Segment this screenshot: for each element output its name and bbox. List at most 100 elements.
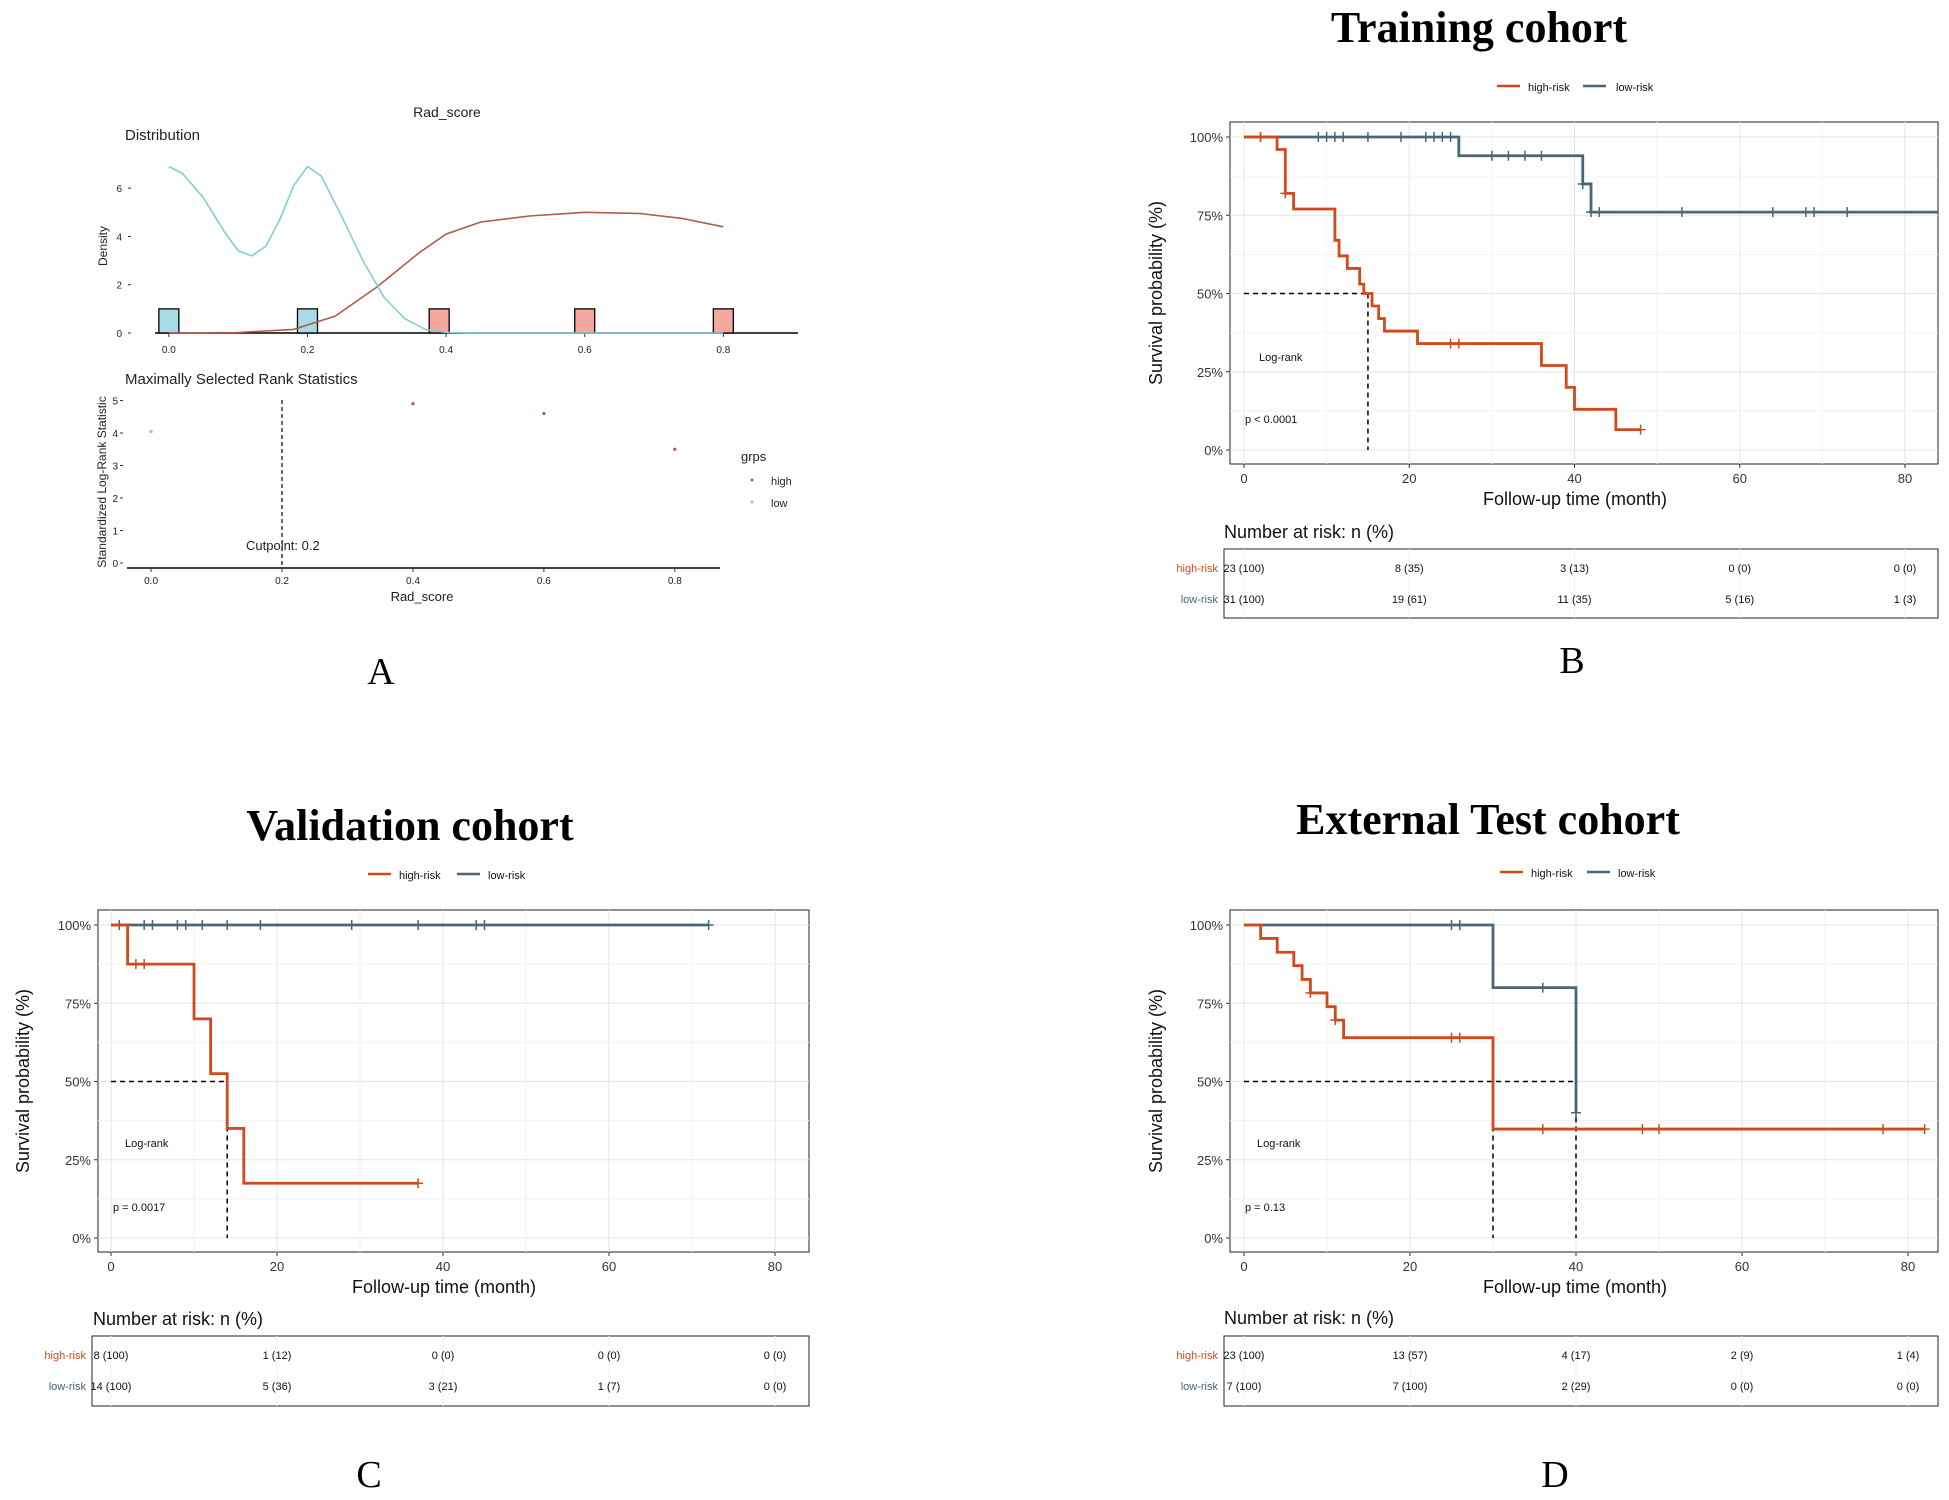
km-x-tick-label: 60 — [602, 1259, 616, 1274]
risk-row-label-low-risk: low-risk — [1181, 594, 1219, 606]
km-censor-mark-high-risk — [1637, 1124, 1648, 1135]
log-rank-statistic-axis-label: Standardized Log-Rank Statistic — [95, 396, 109, 567]
km-censor-mark-low-risk — [1842, 207, 1853, 218]
km-censor-mark-low-risk — [479, 920, 490, 930]
risk-table-cell: 7 (100) — [1393, 1381, 1428, 1393]
distribution-y-tick-label: 4 — [116, 232, 122, 243]
risk-table-cell: 31 (100) — [1224, 594, 1265, 606]
panel-c-p-value: p = 0.0017 — [113, 1202, 165, 1214]
risk-table-cell: 0 (0) — [1894, 563, 1917, 575]
km-censor-mark-low-risk — [1519, 150, 1530, 161]
panel-d-logrank-label: Log-rank — [1257, 1138, 1301, 1150]
km-censor-mark-low-risk — [1809, 207, 1820, 218]
risk-table-cell: 5 (16) — [1725, 594, 1754, 606]
panel-b-x-axis-label: Follow-up time (month) — [1483, 489, 1667, 509]
km-censor-mark-low-risk — [1362, 132, 1373, 142]
km-y-tick-label: 50% — [1197, 1075, 1223, 1090]
risk-table-cell: 11 (35) — [1557, 594, 1591, 606]
km-curve-high-risk — [111, 923, 419, 1185]
risk-table-cell: 0 (0) — [1897, 1381, 1920, 1393]
distribution-bar-high — [574, 308, 596, 334]
km-y-tick-label: 0% — [1204, 1231, 1223, 1246]
km-censor-mark-high-risk — [1305, 987, 1316, 998]
km-curve-high-risk — [1244, 135, 1641, 432]
risk-table-cell: 0 (0) — [432, 1350, 455, 1362]
km-censor-mark-high-risk — [1537, 1124, 1548, 1135]
panel-d-external-test: External Test cohort high-risk low-risk … — [1146, 795, 1939, 1496]
risk-table-cell: 7 (100) — [1227, 1381, 1262, 1393]
km-x-tick-label: 0 — [1240, 1259, 1247, 1274]
risk-table-cell: 5 (36) — [263, 1381, 292, 1393]
distribution-x-tick-label: 0.2 — [301, 345, 315, 356]
distribution-x-tick-label: 0.0 — [162, 345, 176, 356]
distribution-x-tick-label: 0.6 — [578, 345, 592, 356]
panel-d-y-axis-label: Survival probability (%) — [1146, 989, 1166, 1173]
risk-table-cell: 14 (100) — [91, 1381, 132, 1393]
legend-dot-high — [750, 478, 754, 482]
km-censor-mark-high-risk — [1255, 132, 1266, 142]
panel-c-risk-title: Number at risk: n (%) — [93, 1309, 263, 1329]
km-x-tick-label: 80 — [1901, 1259, 1915, 1274]
panel-c-x-axis-label: Follow-up time (month) — [352, 1277, 536, 1297]
km-x-tick-label: 80 — [768, 1259, 782, 1274]
km-censor-mark-low-risk — [1577, 178, 1588, 189]
risk-table-cell: 0 (0) — [1728, 563, 1751, 575]
km-y-tick-label: 25% — [1197, 365, 1223, 380]
rad-score-axis-label: Rad_score — [391, 589, 454, 604]
msrs-y-tick-label: 2 — [112, 494, 118, 505]
legend-label-low-risk: low-risk — [1618, 868, 1656, 880]
km-censor-mark-low-risk — [1767, 207, 1778, 218]
km-curve-high-risk — [1244, 923, 1925, 1131]
panel-b-km-plot: 0% 25% 50% 75% 100% 0 20 40 60 80 — [1190, 121, 1939, 486]
km-censor-mark-low-risk — [1537, 982, 1548, 993]
msrs-point-high — [673, 447, 677, 451]
distribution-y-tick-label: 2 — [116, 281, 122, 292]
panel-b-legend: high-risk low-risk — [1497, 82, 1654, 94]
km-censor-mark-high-risk — [1453, 338, 1464, 349]
panel-c-validation: Validation cohort high-risk low-risk Sur… — [13, 801, 810, 1496]
risk-table-cell: 13 (57) — [1393, 1350, 1428, 1362]
panel-letter-d: D — [1541, 1454, 1568, 1496]
km-censor-mark-low-risk — [1486, 150, 1497, 161]
risk-table-frame — [1223, 1335, 1939, 1407]
panel-c-logrank-label: Log-rank — [125, 1138, 169, 1150]
km-x-tick-label: 20 — [270, 1259, 284, 1274]
legend-label-high: high — [771, 476, 792, 488]
km-censor-mark-low-risk — [1445, 132, 1456, 142]
panel-b-title: Training cohort — [1331, 3, 1628, 52]
risk-table-cell: 3 (13) — [1560, 563, 1589, 575]
km-censor-mark-low-risk — [1571, 1107, 1581, 1118]
risk-table-cell: 0 (0) — [764, 1381, 787, 1393]
legend-label-high-risk: high-risk — [1531, 868, 1573, 880]
legend-label-high-risk: high-risk — [1528, 82, 1570, 94]
risk-table-frame — [91, 1335, 810, 1407]
panel-a: Rad_score Distribution Density 0 2 4 6 0.0 0.… — [95, 104, 798, 693]
panel-c-y-axis-label: Survival probability (%) — [13, 989, 33, 1173]
distribution-high-density-curve — [168, 211, 724, 334]
msrs-point-high — [542, 411, 546, 416]
panel-b-risk-title: Number at risk: n (%) — [1224, 522, 1394, 542]
km-y-tick-label: 50% — [1197, 287, 1223, 302]
km-censor-mark-low-risk — [197, 920, 208, 930]
risk-table-cell: 1 (3) — [1894, 594, 1917, 606]
panel-d-x-axis-label: Follow-up time (month) — [1483, 1277, 1667, 1297]
km-x-tick-label: 40 — [1569, 1259, 1583, 1274]
km-censor-mark-low-risk — [1594, 207, 1605, 218]
risk-row-label-high-risk: high-risk — [1176, 1350, 1218, 1362]
distribution-x-tick-label: 0.8 — [716, 345, 730, 356]
msrs-x-tick-label: 0.2 — [275, 576, 289, 587]
risk-table-cell: 0 (0) — [1731, 1381, 1754, 1393]
km-censor-mark-low-risk — [346, 920, 357, 930]
km-censor-mark-low-risk — [1454, 920, 1465, 930]
panel-d-risk-title: Number at risk: n (%) — [1224, 1308, 1394, 1328]
km-y-tick-label: 0% — [72, 1231, 91, 1246]
risk-row-label-high-risk: high-risk — [1176, 563, 1218, 575]
panel-b-risk-table: high-risk 23 (100) 8 (35) 3 (13) 0 (0) 0 (0) l… — [1176, 548, 1939, 619]
distribution-y-tick-label: 0 — [116, 329, 122, 340]
km-x-tick-label: 60 — [1733, 471, 1747, 486]
msrs-y-tick-label: 0 — [112, 559, 118, 570]
km-y-tick-label: 75% — [1197, 996, 1223, 1011]
msrs-y-tick-label: 3 — [112, 462, 118, 473]
distribution-bar-high — [428, 308, 450, 334]
